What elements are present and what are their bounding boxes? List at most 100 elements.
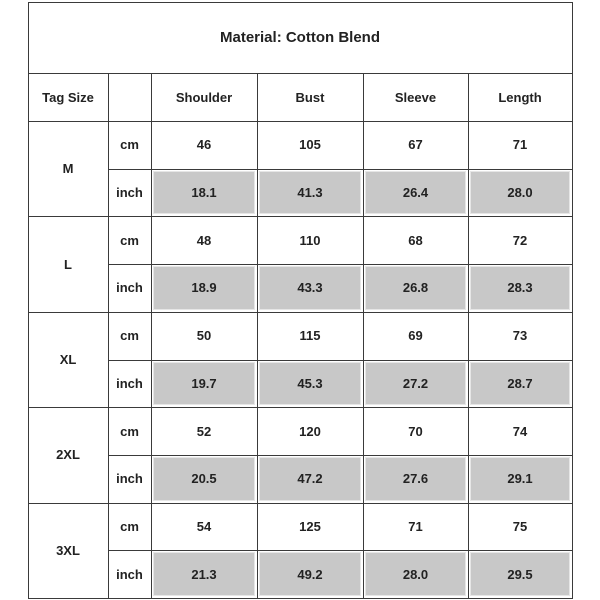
header-column: Sleeve: [394, 89, 437, 105]
value-cell: 26.4: [402, 185, 429, 201]
value-cell: 67: [408, 137, 423, 153]
value-cell: 75: [512, 518, 528, 534]
unit-label: inch: [116, 566, 143, 582]
size-label: L: [64, 256, 72, 272]
shaded-cell: [470, 456, 570, 501]
shaded-cell: [470, 361, 570, 406]
grid-line: [108, 454, 573, 456]
shaded-cell: [259, 552, 361, 596]
value-cell: 48: [196, 232, 212, 248]
grid-line: [28, 407, 573, 409]
size-label: 3XL: [56, 542, 80, 558]
value-cell: 70: [408, 423, 423, 439]
shaded-cell: [153, 552, 255, 596]
value-cell: 105: [299, 137, 321, 153]
value-cell: 20.5: [191, 471, 217, 487]
unit-label: cm: [120, 518, 139, 534]
value-cell: 45.3: [297, 375, 323, 391]
shaded-cell: [470, 266, 570, 310]
grid-line: [108, 359, 573, 361]
value-cell: 49.2: [297, 566, 323, 582]
value-cell: 27.2: [402, 375, 429, 391]
value-cell: 18.9: [191, 280, 217, 296]
shaded-cell: [365, 361, 466, 406]
unit-label: cm: [120, 328, 139, 344]
shaded-cell: [259, 361, 361, 406]
value-cell: 54: [196, 518, 212, 534]
grid-line: [108, 73, 109, 599]
size-label: XL: [59, 351, 77, 367]
value-cell: 115: [299, 328, 321, 344]
size-label: M: [62, 161, 74, 177]
value-cell: 27.6: [402, 471, 429, 487]
value-cell: 46: [196, 137, 212, 153]
header-column: Bust: [295, 89, 325, 105]
shaded-cell: [365, 170, 466, 215]
grid-line: [28, 311, 573, 313]
value-cell: 73: [512, 328, 528, 344]
unit-label: inch: [116, 471, 143, 487]
shaded-cell: [153, 456, 255, 501]
shaded-cell: [259, 456, 361, 501]
unit-label: inch: [116, 185, 143, 201]
value-cell: 18.1: [191, 185, 217, 201]
value-cell: 68: [408, 232, 423, 248]
grid-line: [108, 550, 573, 552]
unit-label: inch: [116, 280, 143, 296]
value-cell: 71: [512, 137, 528, 153]
shaded-cell: [470, 170, 570, 215]
value-cell: 74: [512, 423, 528, 439]
value-cell: 110: [299, 232, 321, 248]
value-cell: 28.0: [402, 566, 429, 582]
unit-label: cm: [120, 232, 139, 248]
grid-line: [28, 216, 573, 218]
grid-line: [151, 73, 152, 599]
value-cell: 120: [299, 423, 321, 439]
grid-line: [257, 73, 258, 599]
header-tag-size: Tag Size: [42, 89, 94, 105]
header-column: Length: [498, 89, 542, 105]
unit-label: cm: [120, 423, 139, 439]
header-column: Shoulder: [175, 89, 233, 105]
value-cell: 28.7: [507, 375, 533, 391]
grid-line: [28, 2, 573, 3]
unit-label: cm: [120, 137, 139, 153]
shaded-cell: [259, 170, 361, 215]
value-cell: 47.2: [297, 471, 323, 487]
shaded-cell: [365, 266, 466, 310]
value-cell: 52: [196, 423, 212, 439]
value-cell: 26.8: [402, 280, 429, 296]
grid-line: [572, 2, 573, 599]
grid-line: [108, 168, 573, 170]
unit-label: inch: [116, 375, 143, 391]
value-cell: 21.3: [191, 566, 217, 582]
grid-line: [28, 73, 573, 74]
shaded-cell: [470, 552, 570, 596]
value-cell: 29.5: [507, 566, 533, 582]
grid-line: [28, 121, 573, 122]
shaded-cell: [153, 266, 255, 310]
grid-line: [28, 502, 573, 504]
grid-line: [28, 598, 573, 599]
value-cell: 41.3: [297, 185, 323, 201]
grid-line: [363, 73, 364, 599]
value-cell: 69: [408, 328, 423, 344]
shaded-cell: [365, 456, 466, 501]
grid-line: [28, 2, 29, 599]
grid-line: [108, 264, 573, 266]
value-cell: 43.3: [297, 280, 323, 296]
value-cell: 19.7: [191, 375, 217, 391]
shaded-cell: [153, 361, 255, 406]
value-cell: 29.1: [507, 471, 533, 487]
shaded-cell: [259, 266, 361, 310]
size-label: 2XL: [56, 447, 80, 463]
value-cell: 50: [196, 328, 212, 344]
value-cell: 71: [408, 518, 423, 534]
value-cell: 72: [512, 232, 528, 248]
value-cell: 125: [299, 518, 321, 534]
shaded-cell: [365, 552, 466, 596]
title: Material: Cotton Blend: [220, 29, 380, 46]
value-cell: 28.0: [507, 185, 533, 201]
value-cell: 28.3: [507, 280, 533, 296]
